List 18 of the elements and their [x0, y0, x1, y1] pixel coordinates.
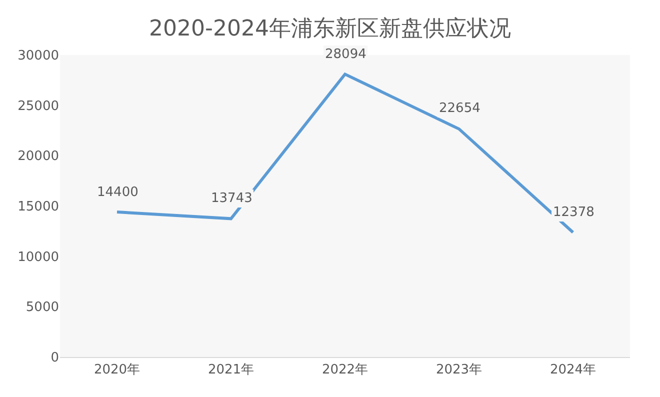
- x-tick-label: 2023年: [436, 362, 482, 378]
- x-tick-label: 2022年: [322, 362, 368, 378]
- x-tick-label: 2020年: [94, 362, 140, 378]
- data-label: 14400: [97, 185, 138, 200]
- y-tick-label: 10000: [18, 250, 59, 265]
- data-label: 22654: [439, 101, 480, 116]
- y-tick-label: 20000: [18, 149, 59, 164]
- x-tick-label: 2024年: [550, 362, 596, 378]
- x-tick-label: 2021年: [208, 362, 254, 378]
- y-tick-label: 25000: [18, 98, 59, 114]
- y-tick-label: 30000: [18, 48, 59, 64]
- data-label: 12378: [553, 205, 594, 220]
- data-label: 13743: [211, 191, 252, 206]
- y-tick-label: 5000: [26, 300, 59, 316]
- y-tick-label: 15000: [18, 200, 59, 215]
- y-tick-label: 0: [50, 350, 59, 366]
- data-label: 28094: [325, 47, 366, 62]
- chart-title: 2020-2024年浦东新区新盘供应状况: [149, 16, 511, 42]
